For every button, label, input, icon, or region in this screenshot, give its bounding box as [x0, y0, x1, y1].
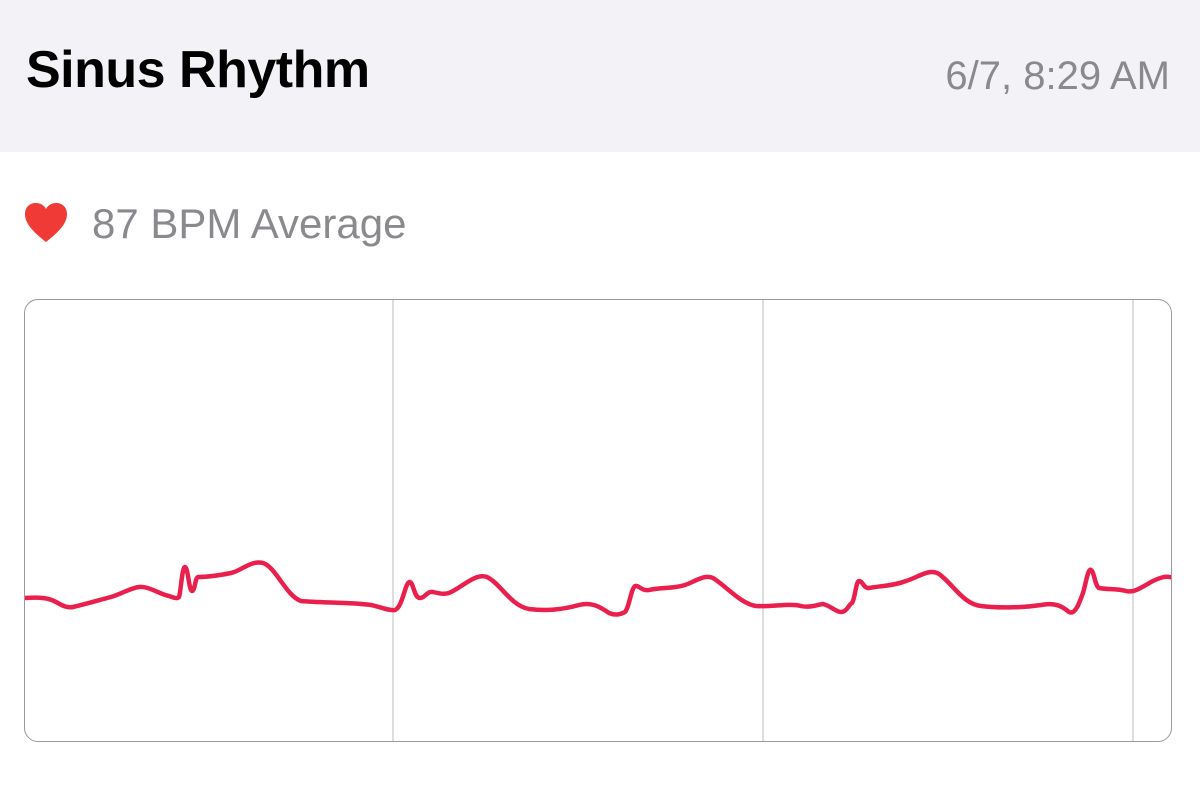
heart-icon — [25, 203, 67, 242]
ecg-waveform — [25, 300, 1171, 741]
header-bar: Sinus Rhythm 6/7, 8:29 AM — [0, 0, 1200, 152]
page-title: Sinus Rhythm — [26, 41, 370, 99]
timestamp: 6/7, 8:29 AM — [945, 54, 1170, 98]
average-bpm: 87 BPM Average — [92, 200, 407, 247]
ecg-chart — [24, 299, 1172, 742]
ecg-trace — [25, 560, 1171, 617]
